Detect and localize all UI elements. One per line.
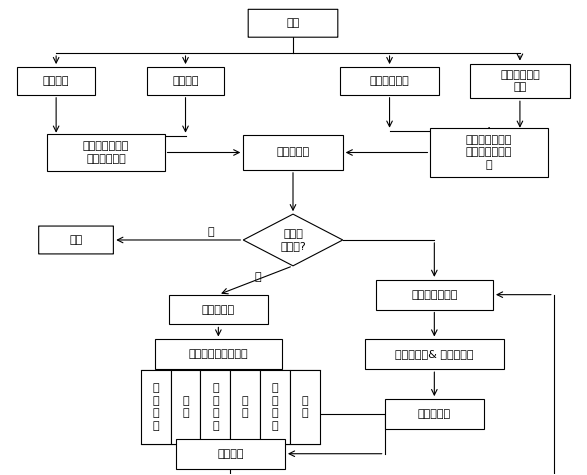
Polygon shape (243, 214, 343, 266)
Text: 电动汽车前往充
电站时的时空分
布: 电动汽车前往充 电站时的时空分 布 (466, 135, 512, 170)
FancyBboxPatch shape (365, 340, 504, 369)
FancyBboxPatch shape (340, 67, 439, 95)
FancyBboxPatch shape (376, 280, 493, 310)
Text: 双
层: 双 层 (302, 396, 308, 418)
Text: 结束: 结束 (69, 235, 83, 245)
Text: 均
匀
交
叉: 均 匀 交 叉 (272, 383, 278, 431)
Text: 变异操作: 变异操作 (217, 449, 244, 459)
FancyBboxPatch shape (141, 370, 171, 444)
Text: 初始化种群: 初始化种群 (276, 148, 309, 158)
FancyBboxPatch shape (200, 370, 230, 444)
FancyBboxPatch shape (17, 67, 95, 95)
Text: 产生新一代种群: 产生新一代种群 (411, 290, 457, 300)
Text: 选择基因层进行操作: 选择基因层进行操作 (188, 349, 248, 359)
Text: 非支配排序& 拥挤度计算: 非支配排序& 拥挤度计算 (395, 349, 474, 359)
FancyBboxPatch shape (47, 133, 164, 171)
FancyBboxPatch shape (154, 340, 282, 369)
FancyBboxPatch shape (171, 370, 200, 444)
FancyBboxPatch shape (176, 439, 285, 469)
FancyBboxPatch shape (39, 226, 113, 254)
Text: 非支配排序: 非支配排序 (202, 304, 235, 314)
FancyBboxPatch shape (260, 370, 290, 444)
Text: 发电数据: 发电数据 (43, 76, 69, 86)
Text: 能源占比: 能源占比 (172, 76, 199, 86)
FancyBboxPatch shape (470, 64, 570, 98)
FancyBboxPatch shape (248, 10, 338, 37)
Text: 单
层: 单 层 (182, 396, 189, 418)
FancyBboxPatch shape (147, 67, 224, 95)
Text: 电动汽车电荷
状态: 电动汽车电荷 状态 (500, 70, 540, 92)
Text: 线性回归拟合短
期碳排放因子: 线性回归拟合短 期碳排放因子 (83, 141, 129, 164)
Text: 开始: 开始 (286, 18, 299, 28)
FancyBboxPatch shape (230, 370, 260, 444)
Text: 满足收
敛条件?: 满足收 敛条件? (280, 229, 306, 251)
Text: 否: 否 (255, 272, 261, 282)
Text: 电动汽车坐标: 电动汽车坐标 (370, 76, 409, 86)
FancyBboxPatch shape (168, 294, 268, 324)
Text: 父子代合并: 父子代合并 (418, 409, 451, 419)
FancyBboxPatch shape (243, 135, 343, 170)
FancyBboxPatch shape (430, 128, 548, 177)
Text: 单
层: 单 层 (242, 396, 248, 418)
Text: 两
点
交
叉: 两 点 交 叉 (153, 383, 159, 431)
FancyBboxPatch shape (384, 399, 484, 429)
FancyBboxPatch shape (290, 370, 320, 444)
Text: 是: 是 (207, 227, 214, 237)
Text: 两
点
交
叉: 两 点 交 叉 (212, 383, 219, 431)
